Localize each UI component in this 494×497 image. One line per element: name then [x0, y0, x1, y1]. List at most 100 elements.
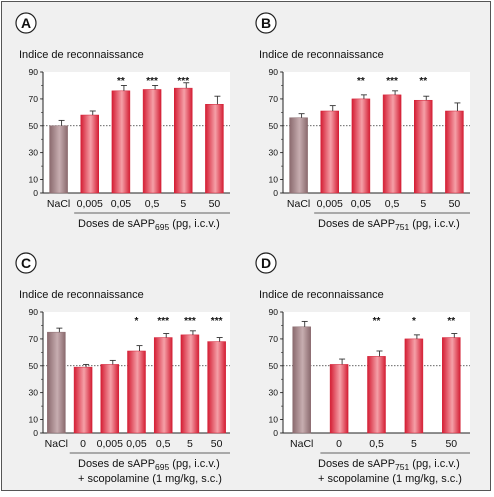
panel-badge-label: C — [21, 255, 31, 271]
panel-badge-label: B — [261, 15, 271, 31]
panel-badge-circle — [15, 12, 37, 34]
bar-0,5 — [153, 337, 173, 434]
bar-0,5 — [142, 89, 162, 194]
x-tick-label: 0,05 — [111, 198, 132, 210]
bar-NaCl — [47, 331, 66, 434]
y-tick-label: 30 — [269, 388, 279, 398]
y-tick-label: 50 — [29, 361, 39, 371]
x-tick-label: 5 — [411, 438, 417, 450]
x-tick-label: NaCl — [290, 438, 313, 450]
panel-badge-label: A — [21, 15, 31, 31]
bar-5 — [174, 87, 193, 194]
x-tick-label: 0,005 — [77, 198, 103, 210]
x-axis-label: Doses de sAPP751 (pg, i.c.v.) — [318, 458, 460, 472]
bar-5 — [404, 338, 424, 434]
x-tick-label: 50 — [445, 438, 457, 450]
x-tick-label: 50 — [211, 438, 223, 450]
significance-label: ** — [419, 76, 427, 87]
x-tick-label: NaCl — [45, 438, 68, 450]
x-tick-label: 0 — [336, 438, 342, 450]
significance-label: *** — [386, 76, 398, 87]
x-tick-label: 0,5 — [369, 438, 384, 450]
y-tick-label: 90 — [29, 307, 39, 317]
y-tick-label: 10 — [269, 415, 279, 425]
bar-0,05 — [127, 350, 146, 434]
y-tick-label: 70 — [29, 94, 39, 104]
x-tick-label: 50 — [209, 198, 221, 210]
significance-label: *** — [157, 316, 169, 327]
x-tick-label: 5 — [187, 438, 193, 450]
plot-area — [43, 72, 230, 193]
y-tick-label: 0 — [33, 428, 38, 438]
significance-label: * — [135, 316, 139, 327]
x-tick-label: NaCl — [287, 198, 310, 210]
x-axis-label-secondary: + scopolamine (1 mg/kg, s.c.) — [318, 473, 462, 485]
bar-0,05 — [111, 90, 131, 194]
significance-label: ** — [447, 316, 455, 327]
y-tick-label: 70 — [29, 334, 39, 344]
y-tick-label: 90 — [29, 67, 39, 77]
x-tick-label: 0,005 — [317, 198, 343, 210]
y-tick-label: 0 — [273, 188, 278, 198]
y-tick-label: 50 — [29, 121, 39, 131]
panel-badge-circle — [15, 252, 37, 274]
bar-50 — [442, 337, 461, 434]
bar-50 — [205, 104, 224, 194]
significance-label: *** — [184, 316, 196, 327]
y-tick-label: 0 — [33, 188, 38, 198]
chart-title: Indice de reconnaissance — [259, 49, 384, 61]
significance-label: *** — [177, 76, 189, 87]
bar-NaCl — [292, 326, 311, 434]
x-axis-label-secondary: + scopolamine (1 mg/kg, s.c.) — [78, 473, 222, 485]
panel-badge-circle — [255, 12, 277, 34]
chart-panel-b: B Indice de reconnaissance 0 10 30 50 70 90 NaCl… — [255, 12, 470, 232]
x-axis-label: Doses de sAPP695 (pg, i.c.v.) — [78, 458, 220, 472]
significance-label: *** — [146, 76, 158, 87]
x-tick-label: 0,5 — [385, 198, 400, 210]
y-tick-label: 10 — [29, 175, 39, 185]
y-tick-label: 10 — [29, 415, 39, 425]
y-tick-label: 90 — [269, 67, 279, 77]
x-tick-label: 0 — [80, 438, 86, 450]
significance-label: *** — [211, 316, 223, 327]
bar-0,5 — [367, 356, 386, 434]
x-tick-label: 0,5 — [156, 438, 171, 450]
bar-0 — [329, 364, 349, 434]
x-tick-label: 0,005 — [97, 438, 123, 450]
x-tick-label: 5 — [180, 198, 186, 210]
x-tick-label: 0,05 — [351, 198, 372, 210]
y-tick-label: 0 — [273, 428, 278, 438]
figure-frame: A Indice de reconnaissance 0 10 30 50 70 90 NaCl… — [1, 1, 491, 491]
y-tick-label: 70 — [269, 94, 279, 104]
panel-badge-circle — [255, 252, 277, 274]
panel-badge-label: D — [261, 255, 271, 271]
y-tick-label: 90 — [269, 307, 279, 317]
chart-title: Indice de reconnaissance — [19, 289, 144, 301]
significance-label: ** — [117, 76, 125, 87]
bar-0 — [73, 366, 93, 434]
y-tick-label: 30 — [29, 388, 39, 398]
bar-0,005 — [320, 110, 339, 194]
chart-title: Indice de reconnaissance — [259, 289, 384, 301]
bar-NaCl — [49, 125, 68, 194]
y-tick-label: 50 — [269, 121, 279, 131]
x-tick-label: NaCl — [47, 198, 70, 210]
bar-0,05 — [351, 98, 371, 194]
x-tick-label: 5 — [420, 198, 426, 210]
x-axis-label: Doses de sAPP695 (pg, i.c.v.) — [78, 218, 220, 232]
bar-5 — [414, 99, 433, 194]
y-tick-label: 10 — [269, 175, 279, 185]
significance-label: * — [412, 316, 416, 327]
bar-50 — [207, 341, 226, 434]
x-tick-label: 0,05 — [126, 438, 147, 450]
x-tick-label: 50 — [449, 198, 461, 210]
plot-area — [283, 72, 470, 193]
y-tick-label: 70 — [269, 334, 279, 344]
chart-title: Indice de reconnaissance — [19, 49, 144, 61]
bar-NaCl — [289, 117, 308, 194]
bar-50 — [445, 110, 464, 194]
x-axis-label: Doses de sAPP751 (pg, i.c.v.) — [318, 218, 460, 232]
